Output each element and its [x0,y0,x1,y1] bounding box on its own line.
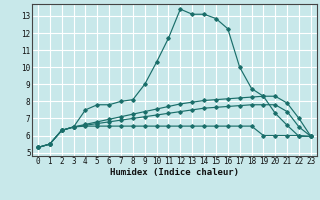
X-axis label: Humidex (Indice chaleur): Humidex (Indice chaleur) [110,168,239,177]
